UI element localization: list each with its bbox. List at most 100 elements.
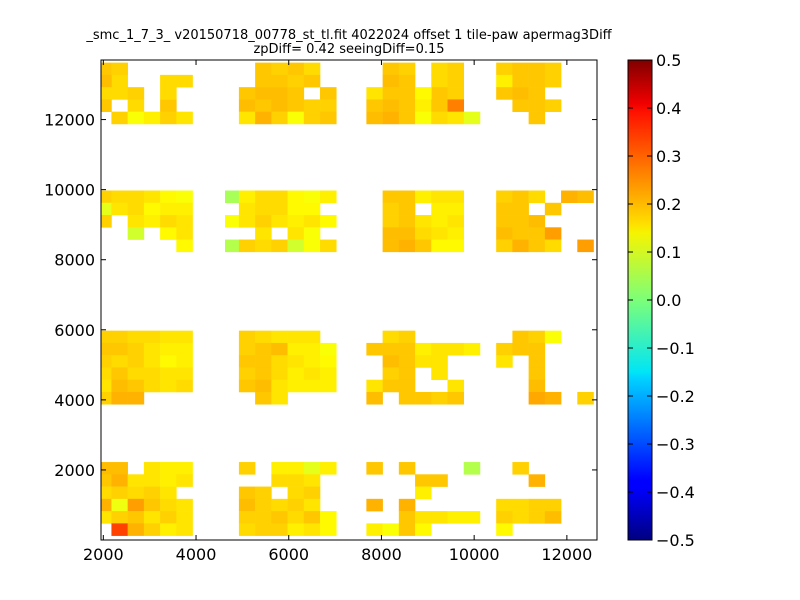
y-tick-label: 12000 bbox=[44, 111, 95, 130]
heatmap-cell bbox=[415, 87, 432, 100]
heatmap-cell bbox=[303, 511, 321, 524]
heatmap-cell bbox=[303, 367, 321, 381]
heatmap-cell bbox=[496, 239, 513, 253]
heatmap-cell bbox=[271, 111, 288, 125]
heatmap-cell bbox=[303, 379, 321, 393]
heatmap-cell bbox=[544, 74, 562, 88]
heatmap-cell bbox=[431, 215, 448, 228]
heatmap-cell bbox=[127, 202, 145, 216]
heatmap-cell bbox=[255, 111, 272, 125]
heatmap-cell bbox=[320, 190, 337, 204]
heatmap-cell bbox=[431, 190, 448, 204]
heatmap-cell bbox=[101, 99, 112, 112]
heatmap-cell bbox=[287, 486, 305, 500]
heatmap-cell bbox=[111, 111, 128, 125]
heatmap-cell bbox=[366, 111, 383, 125]
heatmap-cell bbox=[382, 215, 400, 228]
heatmap-cell bbox=[111, 202, 128, 216]
heatmap-cell bbox=[303, 202, 321, 216]
heatmap-cell bbox=[127, 355, 145, 368]
heatmap-cell bbox=[431, 227, 448, 240]
heatmap-cell bbox=[320, 511, 337, 524]
heatmap-cell bbox=[544, 511, 562, 524]
heatmap-cell bbox=[496, 227, 513, 240]
heatmap-cell bbox=[238, 99, 256, 112]
heatmap-cell bbox=[303, 215, 321, 228]
heatmap-cell bbox=[544, 99, 562, 112]
heatmap-cell bbox=[431, 239, 448, 253]
heatmap-cell bbox=[101, 330, 112, 344]
heatmap-cell bbox=[111, 511, 128, 524]
heatmap-cell bbox=[528, 62, 546, 76]
heatmap-cell bbox=[512, 202, 529, 216]
heatmap-cell bbox=[143, 379, 161, 393]
heatmap-cell bbox=[160, 523, 177, 536]
heatmap-cell bbox=[544, 202, 562, 216]
heatmap-cell bbox=[447, 111, 465, 125]
heatmap-cell bbox=[238, 330, 256, 344]
heatmap-cell bbox=[398, 342, 416, 356]
heatmap-cell bbox=[127, 391, 145, 405]
heatmap-cell bbox=[225, 215, 242, 228]
heatmap-cell bbox=[176, 215, 193, 228]
heatmap-cell bbox=[255, 379, 272, 393]
heatmap-cell bbox=[255, 523, 272, 536]
heatmap-cell bbox=[176, 190, 193, 204]
heatmap-cell bbox=[398, 330, 416, 344]
heatmap-cell bbox=[561, 190, 578, 204]
heatmap-cell bbox=[271, 498, 288, 512]
heatmap-cell bbox=[512, 227, 529, 240]
heatmap-cell bbox=[287, 62, 305, 76]
heatmap-cell bbox=[431, 99, 448, 112]
heatmap-cell bbox=[101, 511, 112, 524]
heatmap-cell bbox=[101, 190, 112, 204]
heatmap-cell bbox=[160, 87, 177, 100]
heatmap-cell bbox=[398, 74, 416, 88]
heatmap-cell bbox=[271, 367, 288, 381]
heatmap-cell bbox=[176, 342, 193, 356]
heatmap-cell bbox=[382, 523, 400, 536]
colorbar-tick-label: 0.3 bbox=[656, 147, 681, 166]
heatmap-cell bbox=[271, 87, 288, 100]
heatmap-cell bbox=[447, 99, 465, 112]
heatmap-cell bbox=[496, 511, 513, 524]
heatmap-cell bbox=[143, 190, 161, 204]
heatmap-cell bbox=[176, 511, 193, 524]
heatmap-cell bbox=[176, 202, 193, 216]
heatmap-cell bbox=[255, 391, 272, 405]
heatmap-cell bbox=[303, 355, 321, 368]
heatmap-cell bbox=[271, 379, 288, 393]
heatmap-cell bbox=[287, 215, 305, 228]
heatmap-cell bbox=[447, 379, 465, 393]
heatmap-cell bbox=[382, 367, 400, 381]
heatmap-cell bbox=[398, 367, 416, 381]
heatmap-cell bbox=[463, 342, 481, 356]
heatmap-cell bbox=[431, 111, 448, 125]
heatmap-cell bbox=[271, 523, 288, 536]
heatmap-cell bbox=[528, 215, 546, 228]
heatmap-cell bbox=[496, 202, 513, 216]
heatmap-cell bbox=[496, 215, 513, 228]
heatmap-cell bbox=[255, 215, 272, 228]
heatmap-cell bbox=[528, 379, 546, 393]
colorbar-ticks: 0.5 0.4 0.3 0.2 0.1 0.0 −0.1 −0.2 −0.3 −0.4 −0.5 bbox=[628, 51, 695, 550]
heatmap-cell bbox=[176, 474, 193, 487]
heatmap-cell bbox=[101, 87, 112, 100]
heatmap-cell bbox=[447, 202, 465, 216]
heatmap-cell bbox=[303, 474, 321, 487]
heatmap-cell bbox=[303, 239, 321, 253]
heatmap-cell bbox=[271, 462, 288, 475]
heatmap-cell bbox=[238, 367, 256, 381]
heatmap-cell bbox=[287, 190, 305, 204]
heatmap-cell bbox=[415, 227, 432, 240]
heatmap-cell bbox=[496, 342, 513, 356]
heatmap-cell bbox=[238, 239, 256, 253]
heatmap-cell bbox=[382, 202, 400, 216]
heatmap-cell bbox=[238, 342, 256, 356]
heatmap-cell bbox=[287, 111, 305, 125]
heatmap-cell bbox=[111, 342, 128, 356]
heatmap-cell bbox=[496, 355, 513, 368]
heatmap-cell bbox=[398, 190, 416, 204]
heatmap-cell bbox=[303, 190, 321, 204]
heatmap-cell bbox=[382, 239, 400, 253]
